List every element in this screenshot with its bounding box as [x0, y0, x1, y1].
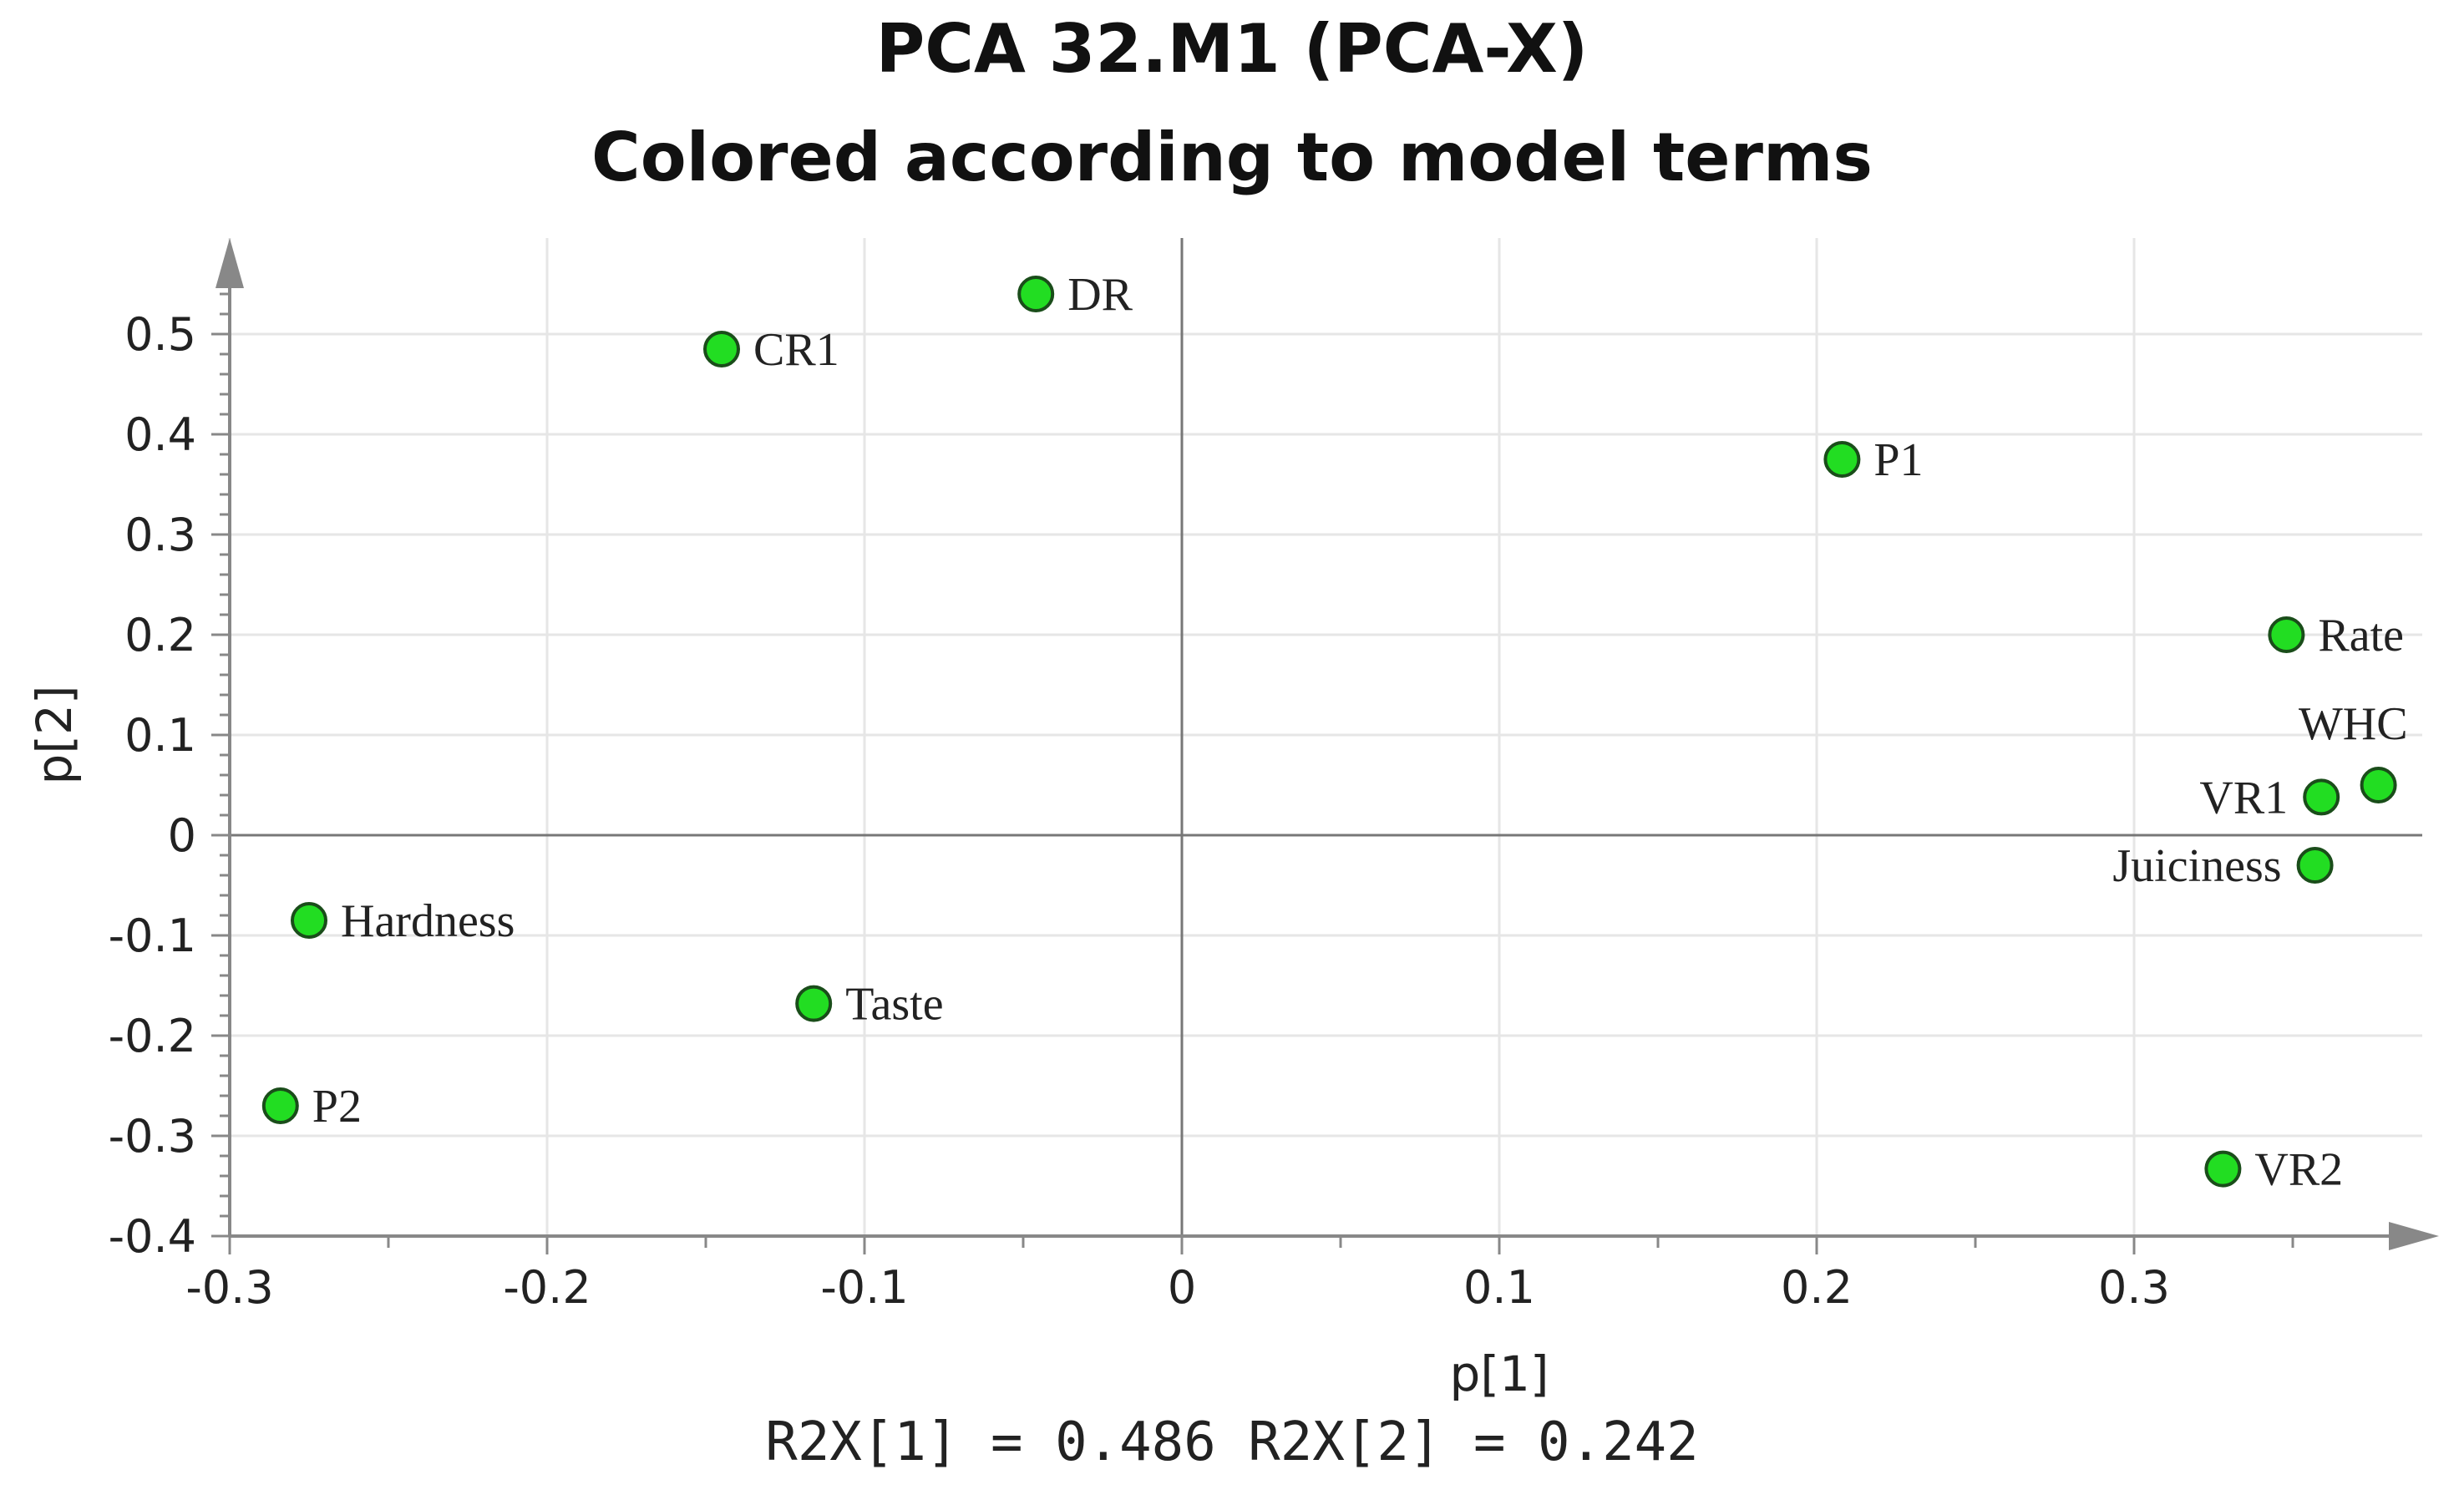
chart-title: PCA 32.M1 (PCA-X)	[875, 10, 1589, 88]
data-point	[2303, 778, 2340, 816]
r2x-footer: R2X[1] = 0.486 R2X[2] = 0.242	[765, 1411, 1699, 1473]
x-tick-label: -0.1	[820, 1261, 908, 1314]
tick-labels: -0.3 -0.2 -0.1 0 0.1 0.2 0.3 0.5 0.4 0.3 0.2 0.1 0 -0…	[109, 308, 2170, 1314]
y-axis-label: p[2]	[26, 686, 83, 785]
data-point-label: Juiciness	[2112, 840, 2281, 892]
data-point	[703, 331, 740, 367]
y-tick-label: -0.3	[109, 1110, 196, 1163]
y-tick-label: 0.3	[124, 509, 196, 561]
y-tick-label: 0.4	[124, 408, 196, 461]
data-point-label: P2	[312, 1081, 362, 1133]
data-point	[2296, 847, 2334, 884]
data-point	[1017, 276, 1055, 312]
x-tick-label: 0.1	[1463, 1261, 1535, 1314]
data-point	[795, 985, 833, 1022]
x-tick-label: -0.3	[185, 1261, 273, 1314]
x-tick-label: 0.3	[2098, 1261, 2170, 1314]
y-tick-label: -0.2	[109, 1010, 196, 1062]
y-tick-label: 0.2	[124, 609, 196, 661]
data-point-label: Rate	[2318, 610, 2404, 661]
data-point	[2360, 767, 2397, 803]
data-point	[2268, 616, 2305, 653]
data-point-label: WHC	[2299, 698, 2408, 750]
data-point	[291, 902, 327, 939]
y-tick-label: 0.1	[124, 709, 196, 762]
data-point	[2204, 1150, 2242, 1188]
x-axis-arrow	[2389, 1222, 2439, 1250]
axes	[211, 238, 2439, 1254]
y-tick-label: -0.4	[109, 1210, 196, 1263]
data-point-label: Hardness	[341, 895, 515, 947]
x-tick-label: 0	[1168, 1261, 1196, 1314]
data-point-label: DR	[1067, 269, 1133, 321]
chart-subtitle: Colored according to model terms	[591, 119, 1873, 196]
grid	[228, 238, 2422, 1238]
y-axis-arrow	[215, 238, 244, 288]
y-tick-label: 0.5	[124, 308, 196, 361]
y-tick-label: 0	[168, 809, 196, 862]
data-point-label: VR2	[2254, 1144, 2343, 1196]
data-point-label: CR1	[753, 324, 839, 376]
x-tick-label: -0.2	[503, 1261, 591, 1314]
data-point-label: P1	[1873, 434, 1923, 486]
x-axis-label: p[1]	[1450, 1345, 1549, 1402]
data-point	[261, 1087, 299, 1124]
data-point-label: VR1	[2199, 772, 2288, 823]
data-point-label: Taste	[845, 979, 943, 1031]
y-tick-label: -0.1	[109, 910, 196, 962]
x-tick-label: 0.2	[1781, 1261, 1853, 1314]
data-point	[1823, 441, 1861, 478]
